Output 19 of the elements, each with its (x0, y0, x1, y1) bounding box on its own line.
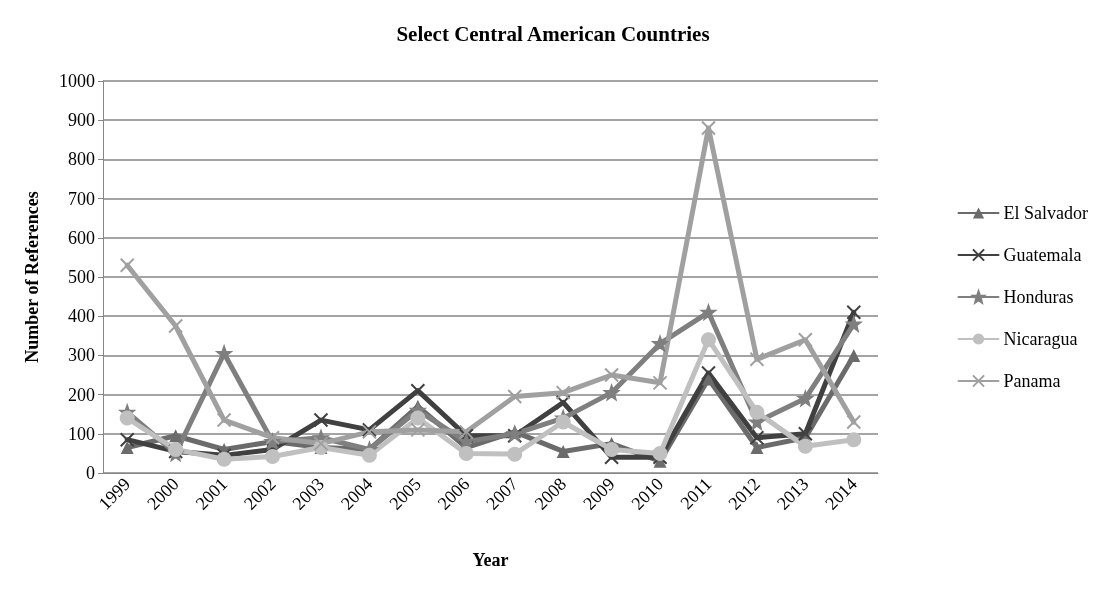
y-tick-label: 400 (68, 306, 95, 327)
legend-label: Guatemala (1003, 245, 1082, 265)
y-tick-label: 700 (68, 188, 95, 209)
chart-title: Select Central American Countries (396, 21, 710, 46)
y-tick-label: 500 (68, 267, 95, 287)
y-axis-title: Number of References (22, 191, 42, 363)
legend-label: Panama (1003, 371, 1061, 391)
y-tick-label: 300 (68, 345, 95, 366)
legend-label: Nicaragua (1003, 329, 1078, 349)
y-tick-label: 800 (68, 149, 95, 170)
y-tick-label: 900 (68, 110, 95, 131)
y-tick-label: 200 (68, 384, 95, 405)
y-tick-label: 100 (68, 423, 95, 444)
y-tick-label: 1000 (59, 71, 95, 91)
y-tick-label: 600 (68, 227, 95, 248)
y-tick-label: 0 (86, 463, 95, 483)
legend-label: El Salvador (1003, 203, 1089, 223)
x-axis-title: Year (472, 550, 509, 570)
legend-label: Honduras (1003, 287, 1074, 307)
